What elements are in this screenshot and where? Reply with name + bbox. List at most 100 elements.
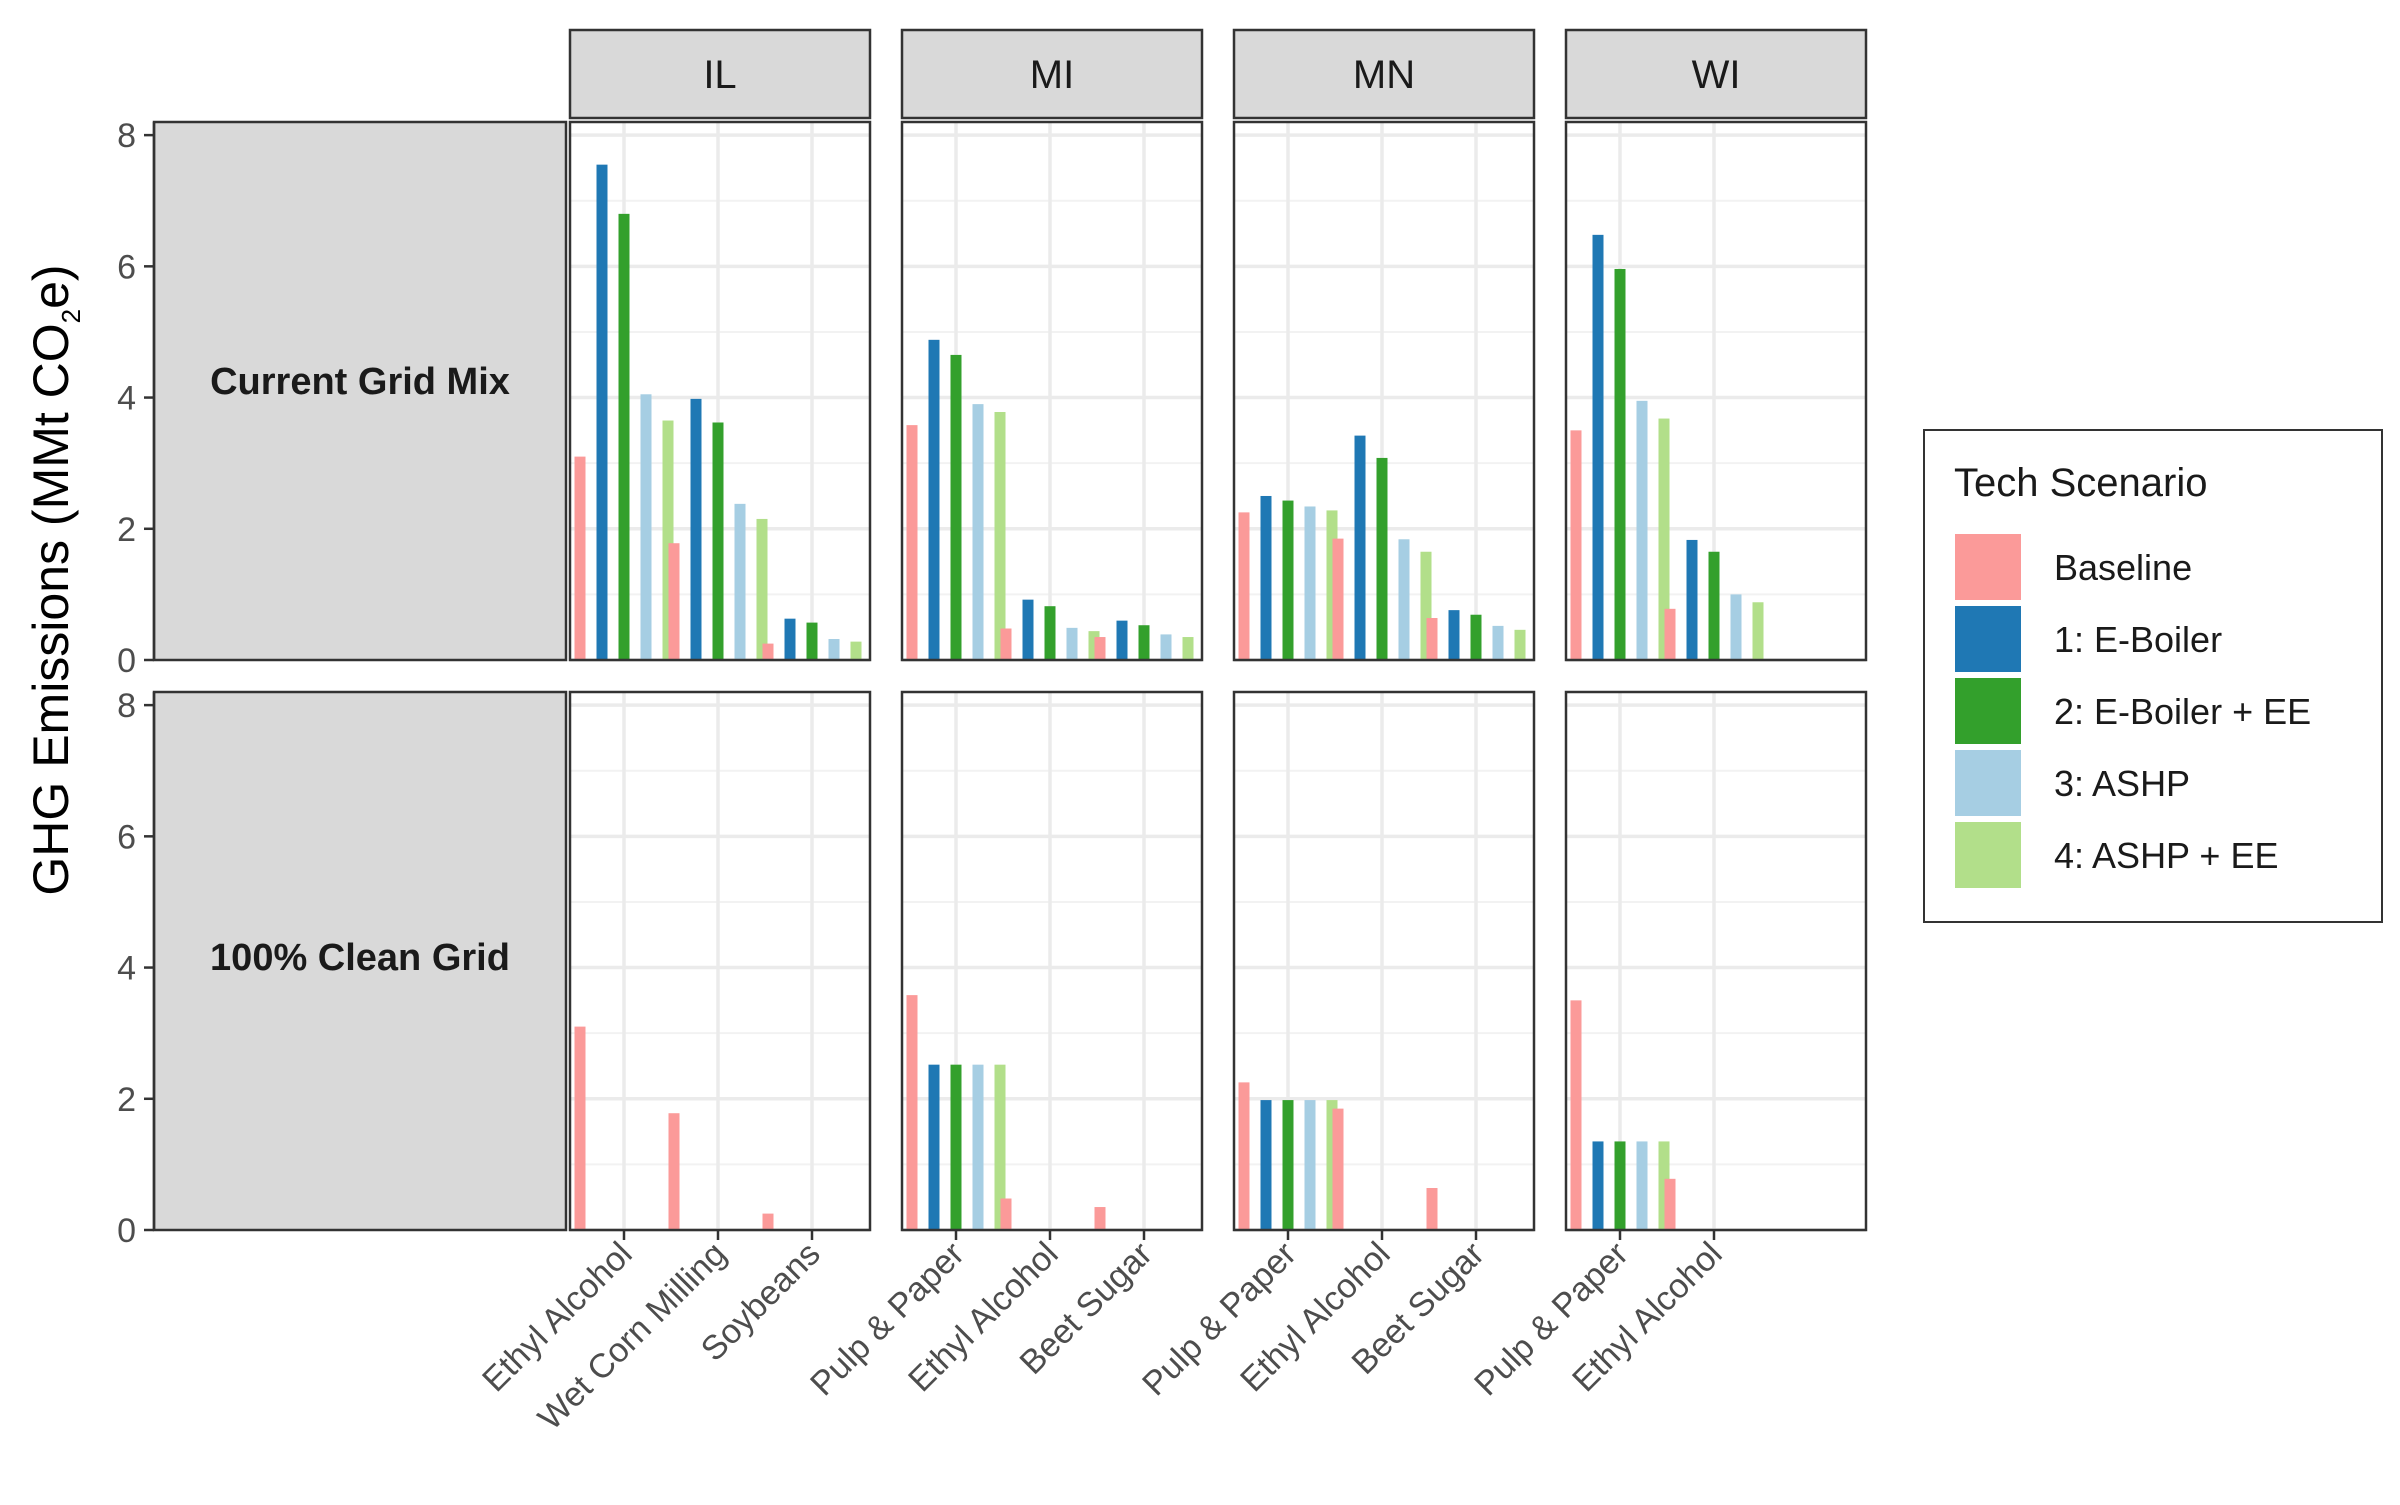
bar-mi-2-s0 <box>1094 637 1106 660</box>
legend-swatch-4 <box>1955 822 2021 888</box>
bar-mn-0-s2 <box>1282 1100 1294 1230</box>
panel-bg <box>1234 692 1534 1230</box>
bar-mn-1-s4 <box>1420 551 1432 660</box>
bar-mi-2-s1 <box>1116 620 1128 660</box>
bar-mn-2-s0 <box>1426 1188 1438 1230</box>
bar-wi-0-s0 <box>1570 1000 1582 1230</box>
panel-bg <box>1566 692 1866 1230</box>
row-label-0: Current Grid Mix <box>210 361 510 403</box>
y-tick-label: 6 <box>117 248 136 286</box>
y-tick-label: 6 <box>117 818 136 856</box>
panel-border <box>1564 690 1868 1232</box>
strip-label-wi: WI <box>1692 53 1741 97</box>
y-axis-title-subscript: 2 <box>56 309 86 323</box>
bar-mn-2-s0 <box>1426 618 1438 660</box>
row-label-1: 100% Clean Grid <box>210 937 510 979</box>
y-tick-label: 0 <box>117 1212 136 1250</box>
y-axis-title: GHG Emissions (MMt CO2e) <box>23 264 86 895</box>
bar-mn-2-s4 <box>1514 629 1526 660</box>
bar-wi-1-s1 <box>1686 539 1698 660</box>
bar-mi-0-s0 <box>906 995 918 1230</box>
panel-mi-1 <box>900 690 1204 1232</box>
bar-mi-1-s0 <box>1000 628 1012 660</box>
bar-wi-0-s1 <box>1592 234 1604 660</box>
bar-wi-0-s0 <box>1570 430 1582 660</box>
bar-mn-1-s0 <box>1332 1108 1344 1230</box>
legend-label-0: Baseline <box>2054 547 2192 588</box>
bar-il-1-s2 <box>712 422 724 660</box>
strip-label-mi: MI <box>1030 53 1074 97</box>
bar-mi-0-s2 <box>950 1064 962 1230</box>
panel-bg <box>570 692 870 1230</box>
y-tick-label: 8 <box>117 687 136 725</box>
panel-border <box>1564 120 1868 662</box>
panel-border <box>900 120 1204 662</box>
bar-mn-0-s0 <box>1238 1082 1250 1230</box>
strip-il <box>568 28 872 120</box>
bar-mi-0-s0 <box>906 425 918 660</box>
panel-wi-1 <box>1564 690 1868 1232</box>
bar-il-1-s0 <box>668 543 680 660</box>
bar-wi-0-s3 <box>1636 400 1648 660</box>
bar-wi-0-s1 <box>1592 1141 1604 1230</box>
bar-il-0-s2 <box>618 213 630 661</box>
bar-il-2-s2 <box>806 622 818 660</box>
y-axis-title-main: GHG Emissions (MMt CO <box>23 323 79 895</box>
bar-il-2-s0 <box>762 1213 774 1230</box>
legend-swatch-1 <box>1955 606 2021 672</box>
legend-swatch-2 <box>1955 678 2021 744</box>
strip-label-il: IL <box>703 53 736 97</box>
bar-mn-1-s2 <box>1376 457 1388 660</box>
y-tick-label: 4 <box>117 380 136 418</box>
bar-mi-1-s4 <box>1088 631 1100 660</box>
strip-label-mn: MN <box>1353 53 1415 97</box>
bar-mi-0-s3 <box>972 404 984 660</box>
bar-mi-0-s1 <box>928 1064 940 1230</box>
panel-border <box>568 120 872 662</box>
panel-il-1 <box>568 690 872 1232</box>
bar-il-2-s0 <box>762 643 774 660</box>
bar-il-2-s1 <box>784 618 796 660</box>
bar-wi-0-s2 <box>1614 1141 1626 1230</box>
panel-wi-0 <box>1564 120 1868 662</box>
bar-mi-0-s4 <box>994 411 1006 660</box>
bar-wi-0-s3 <box>1636 1141 1648 1230</box>
bar-mn-1-s3 <box>1398 539 1410 660</box>
y-tick-label: 2 <box>117 511 136 549</box>
bar-il-1-s4 <box>756 518 768 660</box>
bar-wi-1-s3 <box>1730 594 1742 660</box>
legend-title: Tech Scenario <box>1954 461 2207 505</box>
bar-mi-0-s4 <box>994 1064 1006 1230</box>
bar-wi-1-s4 <box>1752 602 1764 660</box>
row-strip-1 <box>152 690 568 1232</box>
y-tick-label: 2 <box>117 1081 136 1119</box>
legend-label-2: 2: E-Boiler + EE <box>2054 691 2311 732</box>
strip-mn <box>1232 28 1536 120</box>
bar-mi-0-s1 <box>928 339 940 660</box>
y-tick-label: 8 <box>117 117 136 155</box>
bar-wi-1-s0 <box>1664 608 1676 660</box>
bar-wi-0-s2 <box>1614 268 1626 660</box>
panel-bg <box>902 692 1202 1230</box>
y-tick-label: 0 <box>117 642 136 680</box>
bar-mn-0-s2 <box>1282 500 1294 660</box>
bar-mi-1-s3 <box>1066 627 1078 660</box>
bar-mi-0-s3 <box>972 1064 984 1230</box>
bar-mi-2-s0 <box>1094 1207 1106 1230</box>
bar-mn-2-s2 <box>1470 614 1482 660</box>
bar-mn-0-s3 <box>1304 506 1316 660</box>
bar-mi-0-s2 <box>950 354 962 660</box>
bar-mn-1-s1 <box>1354 435 1366 660</box>
bar-mn-0-s4 <box>1326 1100 1338 1230</box>
bar-il-0-s3 <box>640 394 652 660</box>
panel-border <box>1232 120 1536 662</box>
panel-mi-0 <box>900 120 1204 662</box>
panel-il-0 <box>568 120 872 662</box>
bar-mn-0-s1 <box>1260 495 1272 660</box>
y-axis-title-suffix: e) <box>23 264 79 308</box>
bar-wi-1-s2 <box>1708 551 1720 660</box>
bar-il-1-s0 <box>668 1113 680 1230</box>
bar-mn-0-s0 <box>1238 512 1250 660</box>
bar-mi-2-s2 <box>1138 625 1150 660</box>
